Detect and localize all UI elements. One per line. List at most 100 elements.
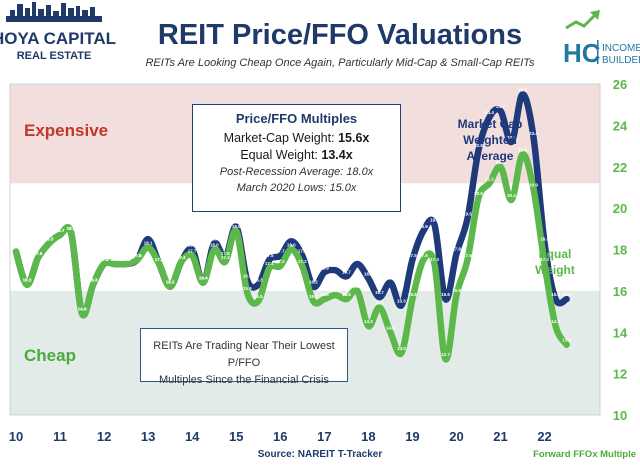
equal-data-label: 17.3 (155, 257, 164, 262)
mcap-data-label: 15.7 (375, 290, 384, 295)
x-tick-label: 22 (537, 429, 551, 444)
mcap-data-label: 17.5 (133, 253, 142, 258)
x-tick-label: 12 (97, 429, 111, 444)
mcap-data-label: 24.4 (485, 110, 494, 115)
equal-data-label: 17.5 (133, 253, 142, 258)
equal-data-label: 16.3 (89, 278, 98, 283)
y-tick-label: 26 (613, 77, 627, 92)
mcap-data-label: 15.3 (397, 298, 406, 303)
mcap-data-label: 16.5 (243, 274, 252, 279)
note-line1: REITs Are Trading Near Their Lowest P/FF… (153, 340, 335, 369)
mcap-data-label: 17.4 (177, 255, 186, 260)
mcap-data-label: 17.5 (265, 253, 274, 258)
info-box-heading: Price/FFO Multiples (235, 111, 358, 126)
logo-line2: REAL ESTATE (17, 50, 92, 62)
equal-data-label: 13.0 (397, 346, 406, 351)
logo-divider (597, 40, 599, 64)
y-axis-label: Forward FFOx Multiple (533, 449, 636, 460)
equal-data-label: 17.2 (298, 259, 307, 264)
equal-weight-value: 13.4x (321, 148, 353, 162)
y-axis: 10 12 14 16 18 20 22 24 26 (613, 77, 628, 423)
mcap-annotation-line: Weighted (463, 133, 517, 147)
mcap-data-label: 19.5 (463, 211, 472, 216)
equal-data-label: 14.0 (386, 325, 395, 330)
x-tick-label: 21 (493, 429, 507, 444)
equal-weight-label: Equal Weight: (240, 148, 322, 162)
equal-data-label: 20.5 (474, 191, 483, 196)
equal-data-label: 18.9 (232, 224, 241, 229)
equal-data-label: 15.8 (331, 288, 340, 293)
equal-data-label: 16.0 (353, 284, 362, 289)
mcap-data-label: 18.3 (540, 236, 549, 241)
equal-data-label: 14.9 (78, 307, 87, 312)
y-tick-label: 16 (613, 284, 627, 299)
y-tick-label: 24 (613, 118, 628, 133)
source-note: Source: NAREIT T-Tracker (258, 449, 383, 460)
equal-weight-line: Equal Weight: 13.4x (193, 147, 400, 164)
equal-series-line (12, 151, 570, 363)
mcap-data-label: 17.3 (111, 257, 120, 262)
mcap-data-label: 17.9 (12, 245, 21, 250)
mcap-data-label: 23.2 (507, 135, 516, 140)
cheap-note-box: REITs Are Trading Near Their Lowest P/FF… (140, 328, 348, 386)
equal-data-label: 17.3 (100, 257, 109, 262)
mcap-data-label: 16.3 (254, 278, 263, 283)
mcap-data-label: 15.6 (441, 292, 450, 297)
equal-data-label: 17.3 (430, 257, 439, 262)
mcap-data-label: 16.3 (89, 278, 98, 283)
equal-data-label: 17.3 (540, 257, 549, 262)
mcap-data-label: 17.0 (331, 263, 340, 268)
mcap-data-label: 18.8 (67, 226, 76, 231)
equal-data-label: 17.6 (34, 251, 43, 256)
mcap-data-label: 18.3 (210, 236, 219, 241)
equal-data-label: 15.9 (243, 286, 252, 291)
equal-data-label: 14.3 (551, 319, 560, 324)
hoya-capital-logo: HOYA CAPITAL REAL ESTATE (0, 2, 116, 62)
equal-data-label: 18.1 (144, 240, 153, 245)
mcap-data-label: 18.0 (188, 243, 197, 248)
mcap-data-label: 22.8 (474, 143, 483, 148)
mcap-annotation-line: Market Cap (458, 117, 523, 131)
equal-data-label: 17.3 (111, 257, 120, 262)
equal-annotation-line: Weight (535, 263, 575, 277)
mcap-data-label: 18.5 (144, 232, 153, 237)
equal-data-label: 20.4 (507, 193, 516, 198)
equal-data-label: 17.1 (265, 261, 274, 266)
mcap-weight-value: 15.6x (338, 131, 370, 145)
equal-data-label: 15.5 (254, 294, 263, 299)
mcap-data-label: 14.9 (78, 307, 87, 312)
y-tick-label: 18 (613, 243, 627, 258)
trend-arrow-icon (565, 12, 598, 30)
mcap-data-label: 18.7 (56, 228, 65, 233)
chart-subtitle: REITs Are Looking Cheap Once Again, Part… (145, 57, 535, 69)
equal-data-label: 18.0 (287, 243, 296, 248)
mcap-data-label: 17.6 (221, 251, 230, 256)
skyline-icon (6, 2, 102, 22)
mcap-data-label: 18.9 (419, 224, 428, 229)
mcap-data-label: 16.4 (199, 276, 208, 281)
x-tick-label: 13 (141, 429, 155, 444)
equal-data-label: 20.9 (529, 183, 538, 188)
equal-data-label: 14.3 (364, 319, 373, 324)
equal-data-label: 18.8 (67, 226, 76, 231)
mcap-weight-line: Market-Cap Weight: 15.6x (193, 130, 400, 147)
equal-data-label: 15.6 (320, 292, 329, 297)
mcap-data-label: 19.2 (430, 218, 439, 223)
x-tick-label: 18 (361, 429, 375, 444)
mcap-data-label: 16.2 (309, 280, 318, 285)
expensive-label: Expensive (24, 121, 108, 140)
mcap-data-label: 25.5 (518, 87, 527, 92)
plot-frame (9, 83, 601, 416)
mcap-data-label: 17.7 (276, 249, 285, 254)
equal-annotation: Equal Weight (535, 247, 575, 277)
equal-data-label: 22.0 (496, 160, 505, 165)
data-labels: 17.916.317.618.318.7 18.814.916.317.3 17.3… (12, 87, 572, 357)
x-axis: 10 11 12 13 14 15 16 17 18 19 20 21 22 (9, 429, 552, 444)
mcap-data-label: 16.4 (386, 276, 395, 281)
equal-data-label: 15.6 (408, 292, 417, 297)
arrow-head-icon (590, 10, 600, 20)
y-tick-label: 20 (613, 201, 627, 216)
multiples-info-box: Price/FFO Multiples Market-Cap Weight: 1… (192, 104, 401, 212)
y-tick-label: 12 (613, 367, 627, 382)
